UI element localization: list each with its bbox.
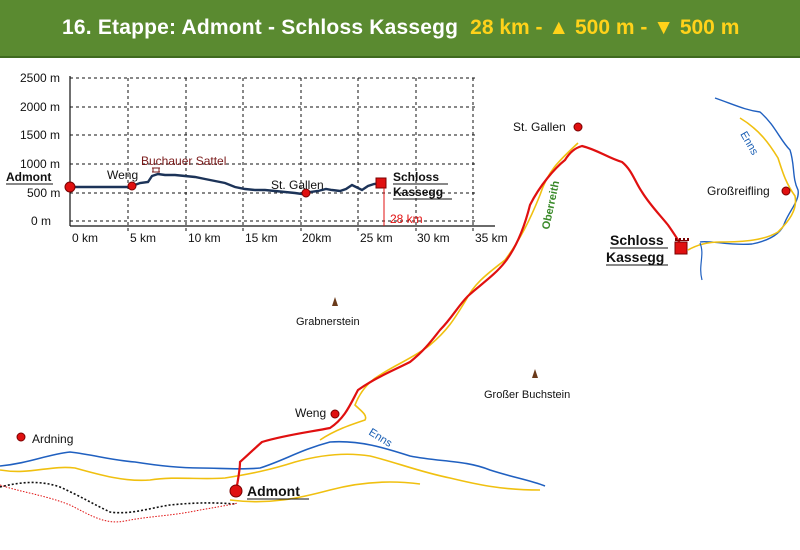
y-tick-2000: 2000 m: [20, 100, 60, 114]
buchstein-peak-icon: [532, 369, 538, 378]
y-tick-1000: 1000 m: [20, 157, 60, 171]
stage-stats: 28 km - ▲ 500 m - ▼ 500 m: [470, 16, 740, 39]
x-tick-15: 15 km: [245, 231, 278, 245]
y-tick-1500: 1500 m: [20, 128, 60, 142]
ardning-marker: [16, 432, 26, 442]
st-gallen-marker: [573, 122, 583, 132]
road-south-1: [0, 453, 541, 491]
profile-gallen-marker: [301, 188, 311, 198]
schloss-label-2: Kassegg: [606, 249, 664, 265]
railway-track: [0, 481, 236, 514]
y-tick-500: 500 m: [27, 186, 60, 200]
elevation-line: [70, 172, 382, 196]
weng-label: Weng: [295, 406, 326, 420]
schloss-label-1: Schloss: [610, 232, 664, 248]
x-tick-10: 10 km: [188, 231, 221, 245]
y-tick-0: 0 m: [31, 214, 51, 228]
profile-gallen-label: St. Gallen: [271, 178, 324, 192]
grabnerstein-peak-icon: [332, 297, 338, 306]
elevation-profile: 2500 m 2000 m 1500 m 1000 m 500 m 0 m 0 …: [6, 71, 508, 245]
schloss-kassegg-marker: [674, 241, 688, 255]
route-map: St. Gallen Großreifling Enns Oberreith S…: [0, 71, 799, 523]
grossreifling-label: Großreifling: [707, 184, 770, 198]
profile-admont-marker: [64, 181, 76, 193]
profile-schloss-label-2: Kassegg: [393, 185, 443, 199]
profile-weng-label: Weng: [107, 168, 138, 182]
enns-label-north: Enns: [737, 130, 760, 158]
enns-river-north: [699, 97, 799, 246]
road-north-east: [687, 117, 797, 251]
footpath-red: [0, 484, 239, 523]
pass-icon: [152, 167, 160, 173]
x-tick-20: 20km: [302, 231, 331, 245]
grossreifling-marker: [781, 186, 791, 196]
admont-label: Admont: [247, 483, 300, 499]
st-gallen-label: St. Gallen: [513, 120, 566, 134]
pass-label: Buchauer Sattel: [141, 154, 226, 168]
admont-marker: [229, 484, 243, 498]
profile-weng-marker: [127, 181, 137, 191]
weng-marker: [330, 409, 340, 419]
enns-river-south: [0, 440, 546, 487]
profile-schloss-marker: [375, 177, 387, 189]
x-tick-0: 0 km: [72, 231, 98, 245]
distance-label: 28 km: [390, 212, 423, 226]
stage-title: 16. Etappe: Admont - Schloss Kassegg: [62, 16, 459, 39]
road-oberreith: [319, 142, 579, 441]
x-tick-35: 35 km: [475, 231, 508, 245]
x-tick-25: 25 km: [360, 231, 393, 245]
tributary: [699, 242, 703, 281]
castle-icon: [675, 238, 689, 241]
x-tick-30: 30 km: [417, 231, 450, 245]
title-bar: 16. Etappe: Admont - Schloss Kassegg 28 …: [0, 0, 800, 58]
profile-admont-label: Admont: [6, 170, 51, 184]
ardning-label: Ardning: [32, 432, 73, 446]
hiking-route: [234, 144, 683, 492]
grabnerstein-label: Grabnerstein: [296, 316, 360, 328]
buchstein-label: Großer Buchstein: [484, 389, 570, 401]
y-tick-2500: 2500 m: [20, 71, 60, 85]
profile-schloss-label-1: Schloss: [393, 170, 439, 184]
road-south-2: [229, 481, 421, 503]
x-tick-5: 5 km: [130, 231, 156, 245]
